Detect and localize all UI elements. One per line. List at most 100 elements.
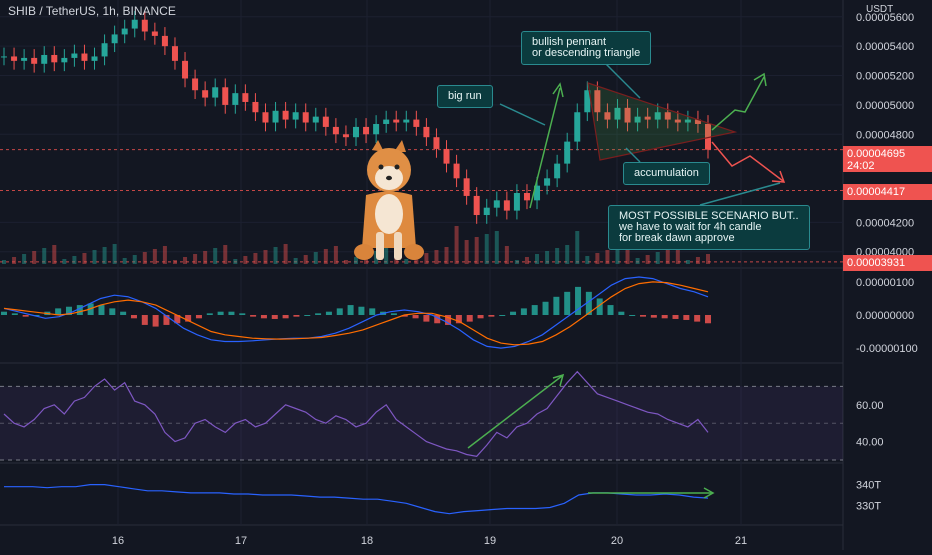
macd-histogram-bar [510, 311, 517, 315]
volume-bar [203, 251, 208, 264]
volume-bar [183, 257, 188, 264]
candle-body [212, 87, 219, 98]
indicator-tick-label: 340T [856, 480, 881, 492]
current-price-value: 0.00004695 [847, 148, 906, 160]
volume-bar [605, 250, 610, 264]
candle-body [614, 107, 621, 120]
candle-body [262, 112, 269, 123]
macd-histogram-bar [683, 315, 690, 320]
macd-histogram-bar [22, 315, 29, 317]
rsi-tick-label: 40.00 [856, 437, 884, 449]
macd-histogram-bar [1, 311, 7, 315]
candle-body [674, 119, 681, 123]
volume-bar [102, 247, 107, 264]
volume-bar [323, 249, 328, 264]
macd-histogram-bar [163, 315, 170, 325]
macd-histogram-bar [325, 311, 332, 315]
macd-histogram-bar [661, 315, 668, 319]
candle-body [353, 126, 359, 138]
volume-bar [162, 246, 167, 264]
macd-histogram-bar [520, 308, 527, 315]
candle-body [312, 116, 319, 123]
macd-histogram-bar [596, 298, 603, 315]
candle-body [342, 134, 349, 138]
candle-body [101, 43, 108, 57]
macd-histogram-bar [531, 305, 538, 315]
macd-histogram-bar [618, 311, 625, 315]
candle-body [634, 116, 641, 123]
macd-histogram-bar [434, 315, 441, 324]
macd-histogram-bar [293, 315, 300, 317]
macd-histogram-bar [282, 315, 289, 319]
candle-body [564, 141, 571, 164]
macd-tick-label: -0.00000100 [856, 343, 918, 355]
volume-bar [625, 244, 630, 264]
currency-label: USDT [866, 4, 894, 15]
candle-body [11, 56, 18, 61]
candle-body [453, 163, 460, 179]
candle-body [534, 185, 541, 201]
rsi-line [3, 370, 709, 457]
macd-histogram-bar [11, 313, 18, 315]
price-tick-label: 0.00004200 [856, 217, 914, 229]
volume-bar [675, 246, 680, 264]
candle-body [242, 93, 249, 102]
macd-histogram-bar [585, 291, 592, 315]
volume-bar [695, 257, 700, 264]
candle-body [121, 28, 128, 35]
volume-bar [565, 245, 570, 264]
candle-body [584, 90, 591, 113]
bearish-projection-arrow [711, 141, 784, 182]
time-tick-label: 21 [735, 535, 747, 547]
macd-histogram-bar [466, 315, 473, 322]
volume-bar [504, 246, 509, 264]
volume-bar [32, 251, 37, 264]
candle-body [403, 119, 410, 123]
volume-bar [645, 255, 650, 264]
macd-histogram-bar [629, 315, 636, 316]
rsi-band [0, 386, 843, 460]
volume-bar [685, 260, 690, 264]
volume-bar [2, 260, 6, 264]
macd-histogram-bar [239, 313, 246, 315]
volume-bar [122, 258, 127, 264]
macd-histogram-bar [65, 306, 72, 315]
macd-histogram-bar [390, 313, 397, 315]
macd-tick-label: 0.00000100 [856, 277, 914, 289]
volume-bar [223, 245, 228, 264]
price-tick-label: 0.00005400 [856, 41, 914, 53]
rsi-tick-label: 60.00 [856, 400, 884, 412]
volume-bar [474, 237, 479, 264]
candle-body [61, 57, 68, 63]
macd-histogram-bar [250, 315, 257, 317]
volume-bar [193, 254, 198, 264]
macd-histogram-bar [488, 315, 495, 317]
time-tick-label: 20 [611, 535, 623, 547]
level-tag-2: 0.00003931 [843, 255, 932, 271]
big-run-arrow [529, 87, 561, 209]
volume-bar [243, 256, 248, 264]
volume-bar [343, 260, 348, 264]
volume-bar [313, 252, 318, 264]
macd-signal-line [3, 281, 709, 346]
volume-bar [132, 255, 137, 264]
macd-histogram-bar [412, 315, 419, 319]
macd-histogram-bar [185, 315, 192, 322]
countdown-value: 24:02 [847, 160, 875, 172]
candle-body [513, 192, 520, 211]
volume-bar [706, 254, 710, 264]
candle-body [332, 126, 339, 135]
time-tick-label: 18 [361, 535, 373, 547]
candle-body [473, 195, 480, 216]
candle-body [523, 192, 530, 201]
rsi-trend-arrow [467, 375, 563, 449]
candle-body [463, 178, 470, 196]
candle-body [71, 53, 78, 58]
volume-bar [384, 248, 389, 264]
candle-body [282, 110, 289, 120]
volume-bar [283, 244, 288, 264]
volume-bar [434, 250, 439, 264]
candle-body [413, 119, 420, 127]
